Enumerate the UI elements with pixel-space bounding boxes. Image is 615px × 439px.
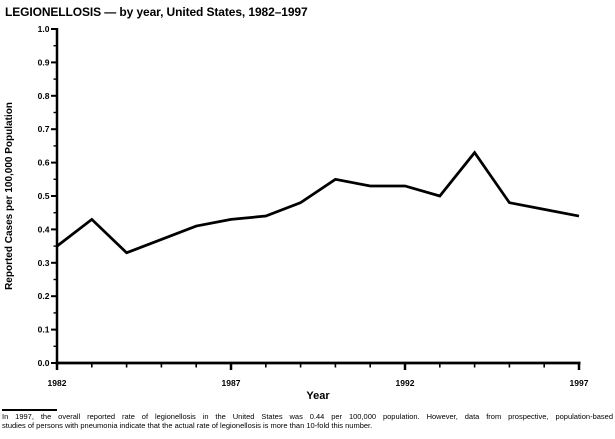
y-tick-label: 0.1 <box>38 325 50 335</box>
y-tick-label: 0.9 <box>38 57 50 67</box>
y-tick-label: 0.4 <box>38 224 50 234</box>
chart-title: LEGIONELLOSIS — by year, United States, … <box>5 5 308 19</box>
footnote-divider <box>2 409 57 411</box>
y-tick-label: 0.6 <box>38 158 50 168</box>
y-tick-label: 0.7 <box>38 124 50 134</box>
footnote-line-2: studies of persons with pneumonia indica… <box>2 421 373 430</box>
x-tick-label: 1997 <box>570 378 589 388</box>
y-tick-label: 0.8 <box>38 91 50 101</box>
x-axis-title: Year <box>306 390 330 402</box>
line-chart: 0.0 0.1 0.2 0.3 0.4 0.5 0.6 0.7 0.8 0.9 1.0 1982 198… <box>4 24 589 402</box>
data-line <box>56 150 580 255</box>
y-tick-label: 1.0 <box>38 24 50 34</box>
y-tick-label: 0.5 <box>38 191 50 201</box>
y-tick-label: 0.0 <box>38 358 50 368</box>
footnote: In 1997, the overall reported rate of le… <box>2 412 613 430</box>
x-tick-label: 1992 <box>396 378 415 388</box>
y-axis-title: Reported Cases per 100,000 Population <box>4 102 15 290</box>
footnote-line-1: In 1997, the overall reported rate of le… <box>2 412 613 421</box>
x-tick-label: 1982 <box>48 378 67 388</box>
x-tick-label: 1987 <box>222 378 241 388</box>
y-tick-label: 0.3 <box>38 258 50 268</box>
y-tick-label: 0.2 <box>38 291 50 301</box>
